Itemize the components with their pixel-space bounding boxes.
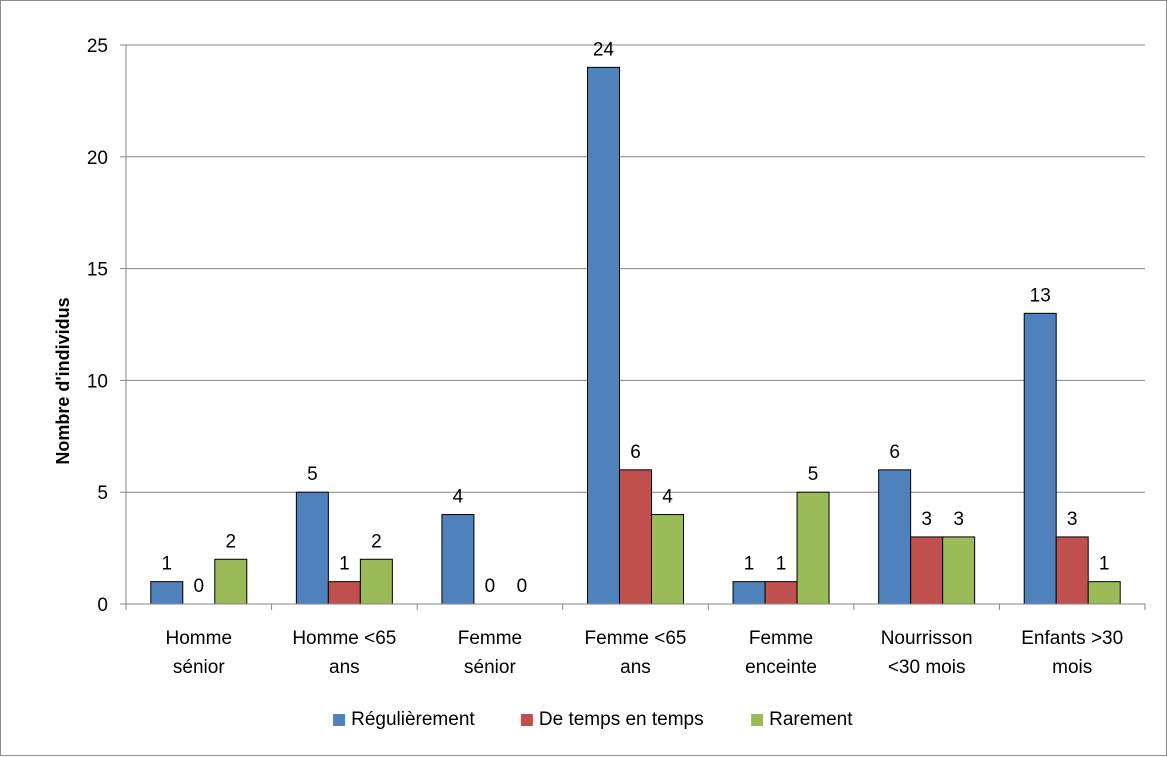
legend: Régulièrement De temps en temps Rarement [333, 709, 853, 730]
legend-label: Rarement [769, 709, 853, 730]
bar [878, 469, 912, 605]
legend-swatch [520, 714, 533, 726]
data-label: 4 [662, 487, 673, 508]
bar [796, 491, 830, 605]
data-label: 3 [921, 509, 932, 530]
data-label: 4 [453, 487, 464, 508]
data-label: 6 [630, 442, 641, 463]
y-tick-label: 15 [87, 260, 108, 281]
x-tick-label: Femme sénior [458, 628, 522, 678]
data-label: 6 [889, 442, 900, 463]
legend-label: De temps en temps [539, 709, 704, 730]
data-label: 1 [744, 554, 755, 575]
data-label: 2 [225, 531, 236, 552]
bar [942, 536, 976, 605]
x-tick-label: Homme sénior [166, 628, 233, 678]
data-label: 5 [307, 464, 318, 485]
bar [1087, 581, 1121, 605]
legend-swatch [751, 714, 764, 726]
y-axis-title: Nombre d'individus [53, 297, 73, 464]
data-label: 1 [161, 554, 172, 575]
bar [651, 514, 684, 605]
x-tick-label: Enfants >30 mois [1021, 628, 1123, 678]
bar [150, 581, 184, 605]
x-tick-label: Femme enceinte [745, 628, 817, 678]
y-tick-label: 20 [87, 148, 108, 169]
bar [764, 581, 798, 605]
y-tick-label: 25 [87, 36, 108, 57]
bar [214, 558, 248, 605]
bar [441, 514, 475, 605]
data-label: 1 [776, 554, 787, 575]
bar [1023, 312, 1057, 605]
gridlines [126, 44, 1145, 493]
y-tick-label: 0 [97, 595, 108, 616]
legend-label: Régulièrement [351, 709, 475, 730]
data-label: 0 [485, 576, 496, 597]
data-label: 5 [808, 464, 819, 485]
bar [1055, 536, 1089, 605]
bar [359, 558, 393, 605]
data-label: 1 [1099, 554, 1110, 575]
data-label: 3 [953, 509, 964, 530]
data-label: 0 [193, 576, 204, 597]
bars [150, 66, 1121, 605]
bar [587, 66, 620, 605]
y-tick-label: 5 [97, 483, 108, 504]
x-tick-label: Homme <65 ans [292, 628, 396, 678]
data-label: 1 [339, 554, 350, 575]
bar [619, 469, 652, 605]
data-label: 24 [593, 39, 615, 60]
data-label: 0 [517, 576, 528, 597]
bar [910, 536, 944, 605]
data-label: 13 [1030, 285, 1051, 306]
data-label: 3 [1067, 509, 1078, 530]
legend-swatch [333, 714, 346, 726]
x-tick-label: Nourrisson <30 mois [881, 628, 973, 678]
bar [732, 581, 766, 605]
bar [295, 491, 329, 605]
x-tick-label: Femme <65 ans [585, 628, 687, 678]
data-label: 2 [371, 531, 382, 552]
bar [327, 581, 361, 605]
y-tick-label: 10 [87, 371, 108, 392]
